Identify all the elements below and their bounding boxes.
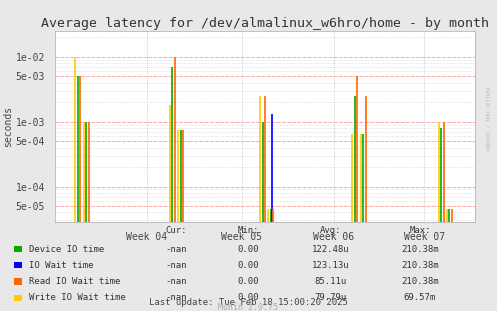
Text: Last update: Tue Feb 18 15:00:20 2025: Last update: Tue Feb 18 15:00:20 2025 (149, 298, 348, 307)
Text: 210.38m: 210.38m (401, 261, 439, 270)
Text: -nan: -nan (166, 245, 187, 254)
Text: 210.38m: 210.38m (401, 245, 439, 254)
Text: 123.13u: 123.13u (312, 261, 349, 270)
Text: IO Wait time: IO Wait time (29, 261, 93, 270)
Text: 69.57m: 69.57m (404, 294, 436, 302)
Text: -nan: -nan (166, 261, 187, 270)
Text: Read IO Wait time: Read IO Wait time (29, 277, 120, 286)
Text: Device IO time: Device IO time (29, 245, 104, 254)
Text: Munin 2.0.75: Munin 2.0.75 (219, 303, 278, 311)
Text: 0.00: 0.00 (238, 277, 259, 286)
Text: 79.79u: 79.79u (315, 294, 346, 302)
Text: -nan: -nan (166, 277, 187, 286)
Text: 210.38m: 210.38m (401, 277, 439, 286)
Text: 0.00: 0.00 (238, 294, 259, 302)
Y-axis label: seconds: seconds (3, 106, 13, 147)
Text: 0.00: 0.00 (238, 245, 259, 254)
Text: 0.00: 0.00 (238, 261, 259, 270)
Text: Min:: Min: (238, 226, 259, 235)
Text: 122.48u: 122.48u (312, 245, 349, 254)
Text: Cur:: Cur: (166, 226, 187, 235)
Text: 85.11u: 85.11u (315, 277, 346, 286)
Text: Avg:: Avg: (320, 226, 341, 235)
Title: Average latency for /dev/almalinux_w6hro/home - by month: Average latency for /dev/almalinux_w6hro… (41, 17, 489, 30)
Text: -nan: -nan (166, 294, 187, 302)
Text: RRDTOOL / TOBI OETIKER: RRDTOOL / TOBI OETIKER (486, 86, 491, 150)
Text: Write IO Wait time: Write IO Wait time (29, 294, 126, 302)
Text: Max:: Max: (409, 226, 431, 235)
